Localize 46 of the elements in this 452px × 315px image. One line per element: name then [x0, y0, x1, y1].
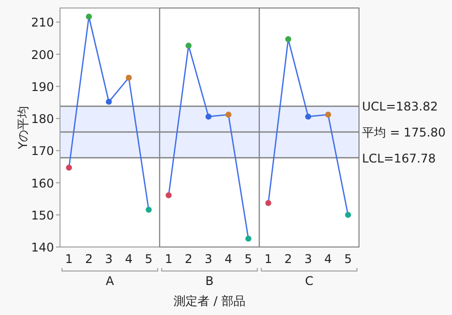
point [166, 192, 172, 198]
x-tick-label: 3 [105, 252, 113, 266]
x-tick-label: 4 [224, 252, 232, 266]
x-tick-label: 4 [124, 252, 133, 266]
point [265, 200, 272, 206]
x-axis-title: C [304, 274, 314, 288]
ref-line-label: LCL=167.78 [362, 151, 436, 166]
y-tick-label: 210 [31, 16, 54, 30]
x-tick-label: 3 [204, 252, 212, 266]
y-axis-title: Yの平均 [16, 106, 30, 150]
y-tick-label: 140 [31, 240, 54, 254]
point [225, 112, 232, 118]
point [86, 14, 92, 20]
y-tick-label: 160 [31, 176, 54, 190]
x-tick-label: 5 [144, 252, 153, 266]
point [245, 236, 252, 242]
x-tick-label: 2 [284, 252, 292, 266]
point [345, 212, 352, 218]
y-tick-label: 170 [31, 144, 54, 158]
x-tick-label: 1 [65, 252, 73, 266]
y-tick-label: 180 [31, 112, 54, 126]
x-tick-label: 1 [164, 252, 172, 266]
point [305, 114, 312, 120]
y-tick-label: 150 [31, 208, 54, 222]
text: 測定者 / 部品 [174, 294, 246, 308]
y-tick-label: 200 [31, 48, 54, 62]
x-tick-label: 3 [304, 252, 312, 266]
point [146, 206, 152, 213]
ref-line-label: UCL=183.82 [362, 100, 438, 114]
point [106, 98, 112, 105]
x-axis-title: A [106, 274, 115, 288]
point [66, 164, 72, 171]
point [186, 42, 192, 49]
x-tick-label: 4 [324, 252, 332, 266]
x-axis-title: B [205, 274, 214, 288]
y-tick-label: 190 [31, 80, 54, 94]
x-tick-label: 5 [344, 252, 352, 266]
x-tick-label: 2 [85, 252, 93, 266]
x-tick-label: 1 [264, 252, 272, 266]
point [325, 112, 332, 118]
x-tick-label: 2 [184, 252, 192, 266]
point [126, 74, 132, 81]
point [206, 114, 212, 120]
point [285, 36, 292, 42]
x-tick-label: 5 [244, 252, 252, 266]
ref-line-label: 平均 = 175.80 [362, 125, 446, 140]
